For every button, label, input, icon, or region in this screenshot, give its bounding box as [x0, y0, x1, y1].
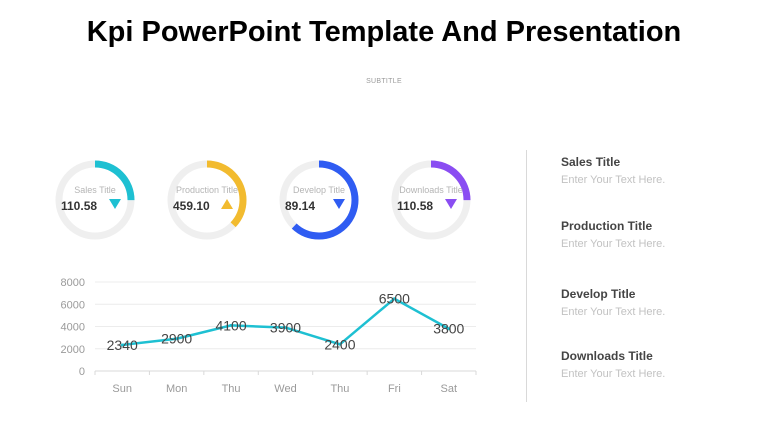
kpi-value: 89.14: [285, 199, 316, 213]
kpi-ring: [279, 160, 359, 240]
kpi-value: 110.58: [61, 199, 98, 213]
x-tick-label: Sat: [441, 383, 458, 395]
kpi-downloads: Downloads Title 110.58: [388, 157, 474, 243]
kpi-value: 110.58: [397, 199, 434, 213]
data-label: 2900: [161, 331, 192, 347]
x-tick-label: Wed: [274, 383, 296, 395]
trend-up-icon: [221, 199, 233, 209]
data-label: 6500: [379, 291, 410, 307]
legend-title: Develop Title: [561, 287, 636, 301]
legend-text: Enter Your Text Here.: [561, 174, 666, 186]
slide-subtitle: SUBTITLE: [366, 78, 402, 85]
data-point: [284, 326, 287, 330]
data-point: [175, 337, 179, 341]
kpi-develop: Develop Title 89.14: [276, 157, 362, 243]
y-tick-label: 8000: [61, 277, 85, 289]
legend-item-production: Production Title Enter Your Text Here.: [561, 219, 665, 250]
kpi-label: Develop Title: [292, 185, 346, 195]
legend-title: Downloads Title: [561, 349, 653, 363]
line-chart: 0 2000 4000 6000 8000 Sun Mon Thu Wed Thu Fri Sat 23…: [61, 277, 477, 395]
x-tick-label: Mon: [166, 383, 187, 395]
kpi-production: Production Title 459.10: [164, 157, 250, 243]
kpi-ring: [55, 160, 135, 240]
legend-title: Production Title: [561, 219, 653, 233]
ring-progress: [391, 160, 471, 240]
slide-title: Kpi PowerPoint Template And Presentation: [86, 16, 682, 48]
legend-text: Enter Your Text Here.: [561, 368, 666, 380]
data-label: 3900: [270, 320, 301, 336]
data-point: [447, 327, 451, 331]
ring-progress: [55, 160, 135, 240]
legend-item-sales: Sales Title Enter Your Text Here.: [561, 155, 665, 186]
legend-text: Enter Your Text Here.: [561, 238, 666, 250]
kpi-sales: Sales Title 110.58: [52, 157, 138, 243]
y-tick-label: 0: [79, 366, 85, 378]
data-label: 3800: [433, 321, 464, 337]
kpi-value: 459.10: [173, 199, 210, 213]
legend-item-downloads: Downloads Title Enter Your Text Here.: [561, 349, 665, 380]
y-tick-label: 2000: [61, 344, 85, 356]
data-label: 2400: [324, 336, 355, 352]
y-tick-label: 6000: [61, 299, 85, 311]
x-tick-label: Fri: [388, 383, 401, 395]
x-tick-label: Sun: [112, 383, 132, 395]
data-label: 4100: [215, 317, 246, 333]
trend-down-icon: [445, 199, 457, 209]
x-tick-label: Thu: [330, 383, 349, 395]
ring-progress: [279, 160, 359, 240]
legend-title: Sales Title: [561, 155, 621, 169]
ring-progress: [167, 160, 247, 240]
data-point: [120, 343, 124, 347]
data-point: [338, 342, 342, 346]
trend-down-icon: [109, 199, 121, 209]
divider: [526, 150, 527, 402]
kpi-ring: [167, 160, 247, 240]
y-tick-label: 4000: [61, 322, 85, 334]
kpi-label: Production Title: [175, 185, 239, 195]
data-point: [392, 297, 396, 301]
data-point: [229, 323, 233, 327]
kpi-ring: [391, 160, 471, 240]
x-tick-label: Thu: [222, 383, 241, 395]
kpi-label: Downloads Title: [399, 185, 463, 195]
legend-text: Enter Your Text Here.: [561, 306, 666, 318]
trend-down-icon: [333, 199, 345, 209]
legend-item-develop: Develop Title Enter Your Text Here.: [561, 287, 665, 318]
data-label: 2340: [107, 337, 138, 353]
kpi-label: Sales Title: [74, 185, 116, 195]
